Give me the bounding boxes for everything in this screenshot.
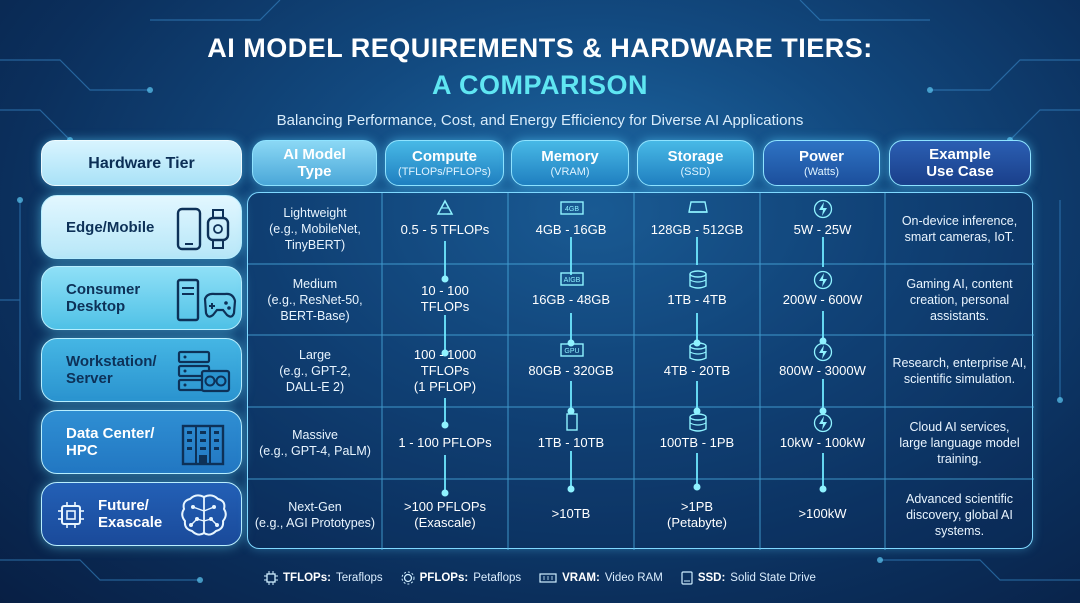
gear-icon — [401, 571, 415, 585]
desktop-gamepad-icon — [176, 278, 237, 322]
lightning-icon — [813, 413, 833, 433]
legend-item-pflops: PFLOPs: Petaflops — [401, 571, 521, 585]
tier-data-center-hpc: Data Center/ HPC — [41, 410, 242, 474]
tier-consumer-desktop: Consumer Desktop — [41, 266, 242, 330]
table-cell-compute: 10 - 100 TFLOPs — [420, 283, 470, 314]
table-cell-use-case: On-device inference, smart cameras, IoT. — [901, 213, 1018, 244]
header: AI MODEL REQUIREMENTS & HARDWARE TIERS: … — [0, 32, 1080, 129]
table-cell-model: Massive (e.g., GPT-4, PaLM) — [259, 428, 371, 458]
page-subtitle: Balancing Performance, Cost, and Energy … — [276, 112, 804, 129]
table-cell-use-case: Cloud AI services, large language model … — [899, 420, 1020, 466]
table-cell-memory: 4GB - 16GB — [535, 222, 607, 237]
table-cell-model: Large (e.g., GPT-2, DALL-E 2) — [279, 348, 351, 394]
table-cell-memory: >10TB — [551, 506, 591, 521]
database-icon — [689, 342, 707, 361]
table-cell-power: 5W - 25W — [793, 222, 852, 237]
table-cell-compute: 100 - 1000 TFLOPs (1 PFLOP) — [413, 347, 477, 394]
server-gpu-icon — [177, 350, 231, 393]
table-cell-model: Lightweight (e.g., MobileNet, TinyBERT) — [269, 205, 361, 252]
compute-icon — [436, 199, 454, 215]
column-header-memory: Memory (VRAM) — [511, 140, 629, 186]
chip-icon — [264, 571, 279, 585]
table-cell-compute: 1 - 100 PFLOPs — [398, 435, 492, 450]
memory-chip-icon: 4GB — [560, 201, 584, 215]
phone-watch-icon — [176, 207, 230, 251]
column-header-compute: Compute (TFLOPs/PFLOPs) — [385, 140, 504, 186]
memory-chip-label: 4GB — [565, 206, 579, 213]
table-cell-power: 10kW - 100kW — [779, 435, 866, 450]
legend: TFLOPs: Teraflops PFLOPs: Petaflops VRAM: V… — [0, 571, 1080, 585]
legend-item-vram: VRAM: Video RAM — [539, 571, 663, 585]
legend-item-ssd: SSD: Solid State Drive — [681, 571, 816, 585]
table-cell-power: >100kW — [798, 506, 847, 521]
ssd-icon — [688, 201, 708, 213]
gpu-chip-icon: GPU — [560, 343, 584, 357]
legend-item-tflops: TFLOPs: Teraflops — [264, 571, 383, 585]
memory-chip-icon: AIGB — [560, 272, 584, 286]
chip-icon — [58, 502, 84, 528]
column-header-use-case: Example Use Case — [889, 140, 1031, 186]
page-title-line2: A COMPARISON — [431, 70, 648, 100]
ssd-icon — [681, 571, 693, 585]
tier-future-exascale: Future/ Exascale — [41, 482, 242, 546]
memory-chip-icon — [539, 573, 557, 583]
column-header-storage: Storage (SSD) — [637, 140, 754, 186]
comparison-table: 4GB AIGB GPU Lightweight (e.g., MobileNe… — [247, 192, 1034, 550]
table-cell-storage: 128GB - 512GB — [650, 222, 744, 237]
lightning-icon — [813, 270, 833, 290]
table-cell-use-case: Research, enterprise AI, scientific simu… — [892, 356, 1027, 386]
table-cell-model: Next-Gen (e.g., AGI Prototypes) — [254, 499, 376, 530]
table-cell-memory: 80GB - 320GB — [528, 363, 614, 378]
page-title: AI MODEL REQUIREMENTS & HARDWARE TIERS: — [207, 33, 873, 63]
column-header-power: Power (Watts) — [763, 140, 880, 186]
database-icon — [689, 270, 707, 289]
table-cell-use-case: Gaming AI, content creation, personal as… — [906, 276, 1013, 323]
table-cell-use-case: Advanced scientific discovery, global AI… — [905, 491, 1013, 538]
column-header-hardware-tier: Hardware Tier — [41, 140, 242, 186]
table-cell-storage: 100TB - 1PB — [659, 435, 735, 450]
brain-icon — [181, 494, 227, 536]
table-cell-memory: 1TB - 10TB — [537, 435, 605, 450]
memory-chip-label: AIGB — [564, 277, 581, 284]
table-cell-storage: 1TB - 4TB — [667, 292, 727, 307]
tier-workstation-server: Workstation/ Server — [41, 338, 242, 402]
lightning-icon — [813, 342, 833, 362]
table-cell-compute: 0.5 - 5 TFLOPs — [400, 222, 490, 237]
lightning-icon — [813, 199, 833, 219]
memory-stick-icon — [566, 413, 578, 431]
database-icon — [689, 413, 707, 432]
table-cell-compute: >100 PFLOPs (Exascale) — [403, 499, 487, 530]
table-cell-power: 200W - 600W — [782, 292, 863, 307]
table-cell-storage: >1PB (Petabyte) — [667, 499, 727, 530]
table-cell-memory: 16GB - 48GB — [531, 292, 611, 307]
table-gridlines — [248, 193, 1034, 550]
gpu-chip-label: GPU — [564, 348, 579, 355]
table-cell-storage: 4TB - 20TB — [663, 363, 731, 378]
table-cell-model: Medium (e.g., ResNet-50, BERT-Base) — [267, 276, 363, 323]
building-icon — [181, 424, 225, 466]
column-header-model-type: AI Model Type — [252, 140, 377, 186]
table-cell-power: 800W - 3000W — [779, 363, 866, 378]
tier-edge-mobile: Edge/Mobile — [41, 195, 242, 259]
